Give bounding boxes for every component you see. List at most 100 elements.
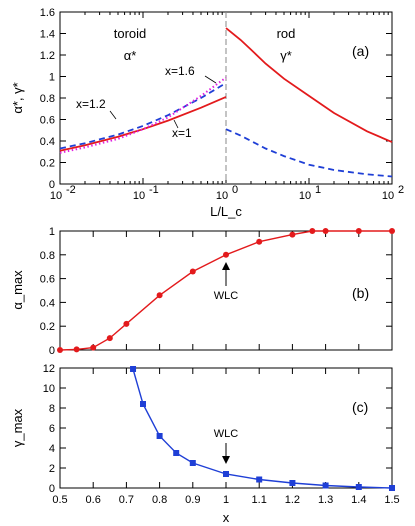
panel-a-xtick-exponent: 0 (232, 184, 238, 196)
panel-a-series-line (225, 27, 393, 143)
curve-pointer-x1-6 (204, 75, 217, 84)
panel-b-marker (106, 335, 113, 342)
panel-b-marker (156, 292, 163, 299)
panel-b-marker (389, 228, 395, 234)
panel-b-marker (309, 228, 316, 234)
curve-label-x1-6: x=1.6 (165, 64, 195, 78)
panel-c-xtick-label: 0.6 (86, 494, 101, 506)
panel-c-annotation: WLC (214, 428, 239, 440)
panel-a-xtick-label: 10 (50, 190, 62, 202)
panel-c-marker (355, 484, 362, 490)
panel-c: 0.5 0.6 0.7 0.8 0.9 1 1.1 1.2 1.3 1.4 1.5 0 2 4 6 8 10 12… (10, 363, 400, 525)
panel-c-ticks: 0.5 0.6 0.7 0.8 0.9 1 1.1 1.2 1.3 1.4 1.5 0 2 4 6 8 10 12 (43, 363, 400, 506)
panel-a-xtick-label: 10 (382, 190, 394, 202)
panel-c-xtick-label: 0.5 (52, 494, 67, 506)
panel-a-ytick-label: 0 (49, 179, 55, 191)
panel-b-tag: (b) (352, 285, 369, 301)
panel-c-ytick-label: 2 (49, 463, 55, 475)
panel-b-annotation: WLC (214, 290, 239, 302)
panel-a-series (59, 27, 393, 178)
panel-c-xtick-label: 1.4 (351, 494, 366, 506)
panel-b-marker (355, 228, 362, 234)
panel-a-ylabel: α*, γ* (10, 82, 25, 113)
panel-b-ytick-label: 0 (49, 345, 55, 357)
panel-a-xtick-exponent: 1 (315, 184, 321, 196)
panel-b-ytick-label: 0.2 (40, 321, 55, 333)
panel-c-marker (130, 366, 137, 372)
panel-b-marker (223, 251, 229, 258)
curve-label-x1-2: x=1.2 (76, 97, 106, 111)
panel-c-xtick-label: 1.5 (384, 494, 399, 506)
panel-c-xtick-label: 1.3 (318, 494, 333, 506)
panel-c-ytick-label: 8 (49, 403, 55, 415)
curve-pointer-x1 (173, 119, 179, 129)
panel-c-xtick-label: 1.1 (252, 494, 267, 506)
panel-b-ytick-label: 0.8 (40, 250, 55, 262)
curve-label-x1: x=1 (172, 126, 192, 140)
panel-c-marker (156, 433, 163, 439)
panel-a-ytick-label: 0.8 (40, 93, 55, 105)
panel-b-marker (123, 320, 130, 327)
panel-c-marker (189, 460, 196, 466)
panel-b-marker (189, 268, 196, 275)
panel-c-series (130, 366, 395, 491)
panel-c-ytick-label: 10 (43, 383, 55, 395)
panel-b-marker (90, 344, 97, 351)
panel-c-marker (140, 401, 146, 407)
panel-c-ytick-label: 12 (43, 363, 55, 375)
panel-c-marker (173, 450, 180, 456)
panel-b-ylabel: α_max (10, 270, 25, 310)
panel-c-xtick-label: 0.8 (152, 494, 167, 506)
panel-a-ytick-label: 0.2 (40, 158, 55, 170)
panel-a-xtick-exponent: -1 (149, 184, 159, 196)
panel-c-marker (256, 476, 263, 483)
panel-a-series-line (59, 76, 227, 154)
panel-a-region-left-symbol: α* (124, 48, 137, 63)
panel-a-xtick-label: 10 (299, 190, 311, 202)
panel-a-ytick-label: 0.4 (40, 136, 55, 148)
panel-a-ytick-label: 1.2 (40, 50, 55, 62)
panel-a: 10 -2 10 -1 10 0 10 1 10 200.20.40.60.811.21.41.6… (10, 7, 404, 219)
panel-a-ticks: 10 -2 10 -1 10 0 10 1 10 200.20.40.60.811.21.41.6 (40, 7, 404, 202)
panel-c-ytick-label: 4 (49, 443, 55, 455)
panel-a-series-line (225, 128, 393, 178)
panel-c-xtick-label: 0.7 (119, 494, 134, 506)
panel-a-xtick-exponent: -2 (66, 184, 76, 196)
panel-b: 0 0.2 0.4 0.6 0.8 1 (b) WLC α_max (10, 226, 395, 357)
panel-a-xtick-exponent: 2 (398, 184, 404, 196)
panel-b-marker (322, 228, 329, 234)
panel-c-marker (322, 482, 329, 489)
panel-c-xtick-label: 1.2 (285, 494, 300, 506)
panel-c-ytick-label: 6 (49, 423, 55, 435)
panel-b-arrow-head (222, 262, 230, 270)
panel-c-ylabel: γ_max (10, 408, 25, 447)
panel-c-ytick-label: 0 (49, 483, 55, 495)
panel-b-ytick-label: 1 (49, 226, 55, 238)
panel-a-series-line (59, 96, 227, 152)
panel-a-region-left-title: toroid (114, 26, 147, 41)
panel-a-ytick-label: 1.6 (40, 7, 55, 19)
panel-b-marker (73, 346, 80, 353)
panel-a-tag: (a) (352, 43, 369, 59)
panel-b-series (57, 228, 395, 353)
panel-b-marker (57, 347, 63, 353)
panel-a-series-line (59, 82, 227, 150)
panel-b-ytick-label: 0.4 (40, 297, 55, 309)
panel-b-marker (289, 231, 296, 238)
panel-b-marker (256, 238, 263, 245)
panel-c-arrow-head (222, 456, 230, 464)
panel-a-region-right-symbol: γ* (280, 48, 292, 63)
panel-c-tag: (c) (352, 399, 368, 415)
panel-c-marker (389, 485, 395, 491)
panel-a-xtick-label: 10 (216, 190, 228, 202)
panel-c-marker (223, 471, 229, 477)
panel-a-xtick-label: 10 (133, 190, 145, 202)
panel-c-marker (289, 480, 296, 486)
panel-c-xtick-label: 1 (223, 494, 229, 506)
panel-a-ytick-label: 0.6 (40, 115, 55, 127)
panel-c-series-line (132, 368, 393, 489)
panel-a-ytick-label: 1.4 (40, 29, 55, 41)
panel-a-xlabel: L/L_c (210, 204, 242, 219)
curve-pointer-x1-2 (109, 110, 117, 120)
